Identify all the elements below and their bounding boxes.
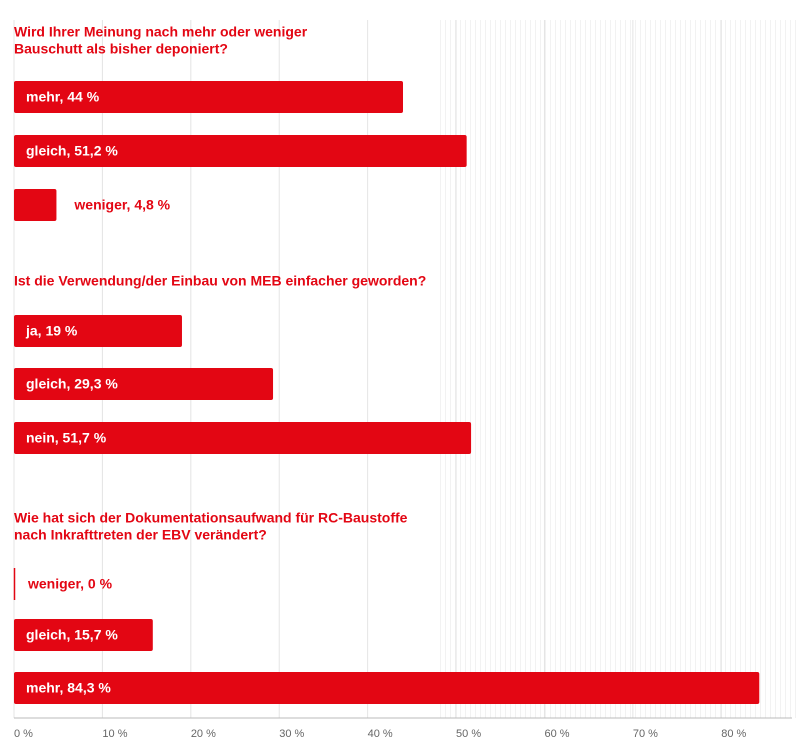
value-label: weniger, 0 % [27,576,113,592]
value-label: ja, 19 % [25,323,78,339]
x-tick-label: 80 % [721,728,746,740]
value-label: gleich, 29,3 % [26,376,118,392]
group-title: Ist die Verwendung/der Einbau von MEB ei… [14,273,426,289]
bar [14,135,467,167]
background-stripes [440,20,800,718]
bar [14,619,153,651]
bar [14,315,182,347]
group-title: nach Inkrafttreten der EBV verändert? [14,527,267,543]
x-tick-label: 50 % [456,728,481,740]
bar [14,81,403,113]
value-label: mehr, 84,3 % [26,680,111,696]
value-label: weniger, 4,8 % [73,197,170,213]
bar [14,672,760,704]
x-tick-label: 40 % [368,728,393,740]
group-title: Bauschutt als bisher deponiert? [14,41,228,57]
value-label: mehr, 44 % [26,89,100,105]
x-tick-label: 10 % [102,728,127,740]
value-label: gleich, 15,7 % [26,627,118,643]
x-tick-label: 30 % [279,728,304,740]
group-title: Wird Ihrer Meinung nach mehr oder wenige… [14,24,308,40]
value-label: nein, 51,7 % [26,430,107,446]
x-tick-label: 60 % [544,728,569,740]
bar [14,368,274,400]
x-tick-label: 70 % [633,728,658,740]
bar [14,189,57,221]
group-title: Wie hat sich der Dokumentationsaufwand f… [14,510,408,526]
x-tick-label: 20 % [191,728,216,740]
x-tick-label: 0 % [14,728,33,740]
value-label: gleich, 51,2 % [26,143,118,159]
bar [14,422,472,454]
